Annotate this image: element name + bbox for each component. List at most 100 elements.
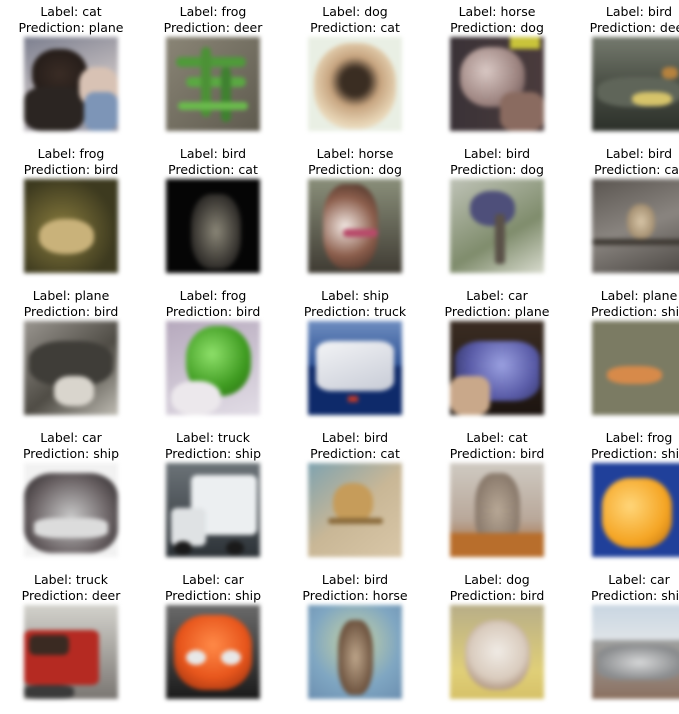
sample-title: Label: car Prediction: ship [0, 430, 142, 461]
sample-image [592, 179, 679, 273]
sample-image [24, 179, 118, 273]
sample-cell: Label: ship Prediction: truck [284, 288, 426, 430]
sample-title: Label: plane Prediction: bird [0, 288, 142, 319]
label-text: Label: bird [605, 146, 673, 161]
label-text: Label: car [608, 572, 670, 587]
sample-title: Label: bird Prediction: deer [568, 4, 679, 35]
prediction-text: Prediction: deer [589, 19, 679, 35]
sample-title: Label: frog Prediction: deer [142, 4, 284, 35]
prediction-text: Prediction: bird [449, 587, 545, 603]
sample-cell: Label: dog Prediction: cat [284, 4, 426, 146]
prediction-text: Prediction: dog [450, 19, 544, 35]
prediction-text: Prediction: bird [449, 445, 545, 461]
prediction-text: Prediction: ship [22, 445, 120, 461]
label-text: Label: bird [321, 572, 389, 587]
sample-image [166, 37, 260, 131]
sample-title: Label: horse Prediction: dog [284, 146, 426, 177]
sample-title: Label: truck Prediction: deer [0, 572, 142, 603]
label-text: Label: frog [179, 288, 247, 303]
sample-image [24, 463, 118, 557]
sample-title: Label: cat Prediction: bird [426, 430, 568, 461]
label-text: Label: plane [32, 288, 110, 303]
sample-cell: Label: bird Prediction: deer [568, 4, 679, 146]
label-text: Label: bird [321, 430, 389, 445]
sample-image [450, 321, 544, 415]
label-text: Label: horse [458, 4, 536, 19]
label-text: Label: cat [466, 430, 528, 445]
sample-title: Label: dog Prediction: bird [426, 572, 568, 603]
sample-title: Label: car Prediction: ship [142, 572, 284, 603]
sample-image [592, 463, 679, 557]
prediction-text: Prediction: bird [165, 303, 261, 319]
sample-image [592, 37, 679, 131]
sample-image [166, 605, 260, 699]
sample-cell: Label: horse Prediction: dog [284, 146, 426, 288]
label-text: Label: frog [179, 4, 247, 19]
label-text: Label: car [182, 572, 244, 587]
sample-cell: Label: bird Prediction: dog [426, 146, 568, 288]
sample-cell: Label: frog Prediction: ship [568, 430, 679, 572]
prediction-text: Prediction: deer [21, 587, 121, 603]
sample-cell: Label: car Prediction: ship [142, 572, 284, 714]
sample-cell: Label: dog Prediction: bird [426, 572, 568, 714]
prediction-text: Prediction: ship [590, 303, 679, 319]
sample-image [592, 321, 679, 415]
prediction-text: Prediction: bird [23, 303, 119, 319]
label-text: Label: dog [322, 4, 388, 19]
sample-title: Label: dog Prediction: cat [284, 4, 426, 35]
sample-image [450, 605, 544, 699]
sample-cell: Label: bird Prediction: horse [284, 572, 426, 714]
label-text: Label: bird [605, 4, 673, 19]
sample-cell: Label: cat Prediction: plane [0, 4, 142, 146]
sample-title: Label: frog Prediction: ship [568, 430, 679, 461]
sample-image [450, 37, 544, 131]
label-text: Label: truck [34, 572, 108, 587]
sample-image [308, 37, 402, 131]
sample-cell: Label: horse Prediction: dog [426, 4, 568, 146]
sample-title: Label: cat Prediction: plane [0, 4, 142, 35]
prediction-text: Prediction: cat [168, 161, 258, 177]
sample-title: Label: truck Prediction: ship [142, 430, 284, 461]
sample-title: Label: bird Prediction: cat [568, 146, 679, 177]
sample-cell: Label: car Prediction: plane [426, 288, 568, 430]
prediction-text: Prediction: plane [444, 303, 550, 319]
sample-title: Label: frog Prediction: bird [142, 288, 284, 319]
prediction-text: Prediction: dog [450, 161, 544, 177]
label-text: Label: frog [605, 430, 673, 445]
sample-title: Label: bird Prediction: cat [142, 146, 284, 177]
label-text: Label: truck [176, 430, 250, 445]
sample-image [450, 179, 544, 273]
sample-cell: Label: frog Prediction: deer [142, 4, 284, 146]
sample-cell: Label: truck Prediction: deer [0, 572, 142, 714]
sample-title: Label: horse Prediction: dog [426, 4, 568, 35]
label-text: Label: dog [464, 572, 530, 587]
sample-image [450, 463, 544, 557]
prediction-text: Prediction: ship [590, 445, 679, 461]
sample-image [24, 37, 118, 131]
prediction-text: Prediction: dog [308, 161, 402, 177]
sample-title: Label: car Prediction: plane [426, 288, 568, 319]
sample-image [308, 463, 402, 557]
label-text: Label: bird [179, 146, 247, 161]
sample-image [308, 605, 402, 699]
prediction-text: Prediction: truck [303, 303, 407, 319]
sample-title: Label: car Prediction: ship [568, 572, 679, 603]
sample-cell: Label: truck Prediction: ship [142, 430, 284, 572]
prediction-text: Prediction: ship [590, 587, 679, 603]
sample-cell: Label: car Prediction: ship [568, 572, 679, 714]
sample-title: Label: bird Prediction: cat [284, 430, 426, 461]
sample-title: Label: bird Prediction: dog [426, 146, 568, 177]
sample-cell: Label: plane Prediction: ship [568, 288, 679, 430]
label-text: Label: plane [600, 288, 678, 303]
sample-cell: Label: plane Prediction: bird [0, 288, 142, 430]
sample-title: Label: frog Prediction: bird [0, 146, 142, 177]
sample-cell: Label: bird Prediction: cat [142, 146, 284, 288]
prediction-text: Prediction: ship [164, 587, 262, 603]
label-text: Label: ship [321, 288, 389, 303]
sample-cell: Label: frog Prediction: bird [142, 288, 284, 430]
label-text: Label: frog [37, 146, 105, 161]
prediction-text: Prediction: horse [302, 587, 408, 603]
sample-cell: Label: bird Prediction: cat [568, 146, 679, 288]
sample-image [24, 321, 118, 415]
label-text: Label: cat [40, 4, 102, 19]
